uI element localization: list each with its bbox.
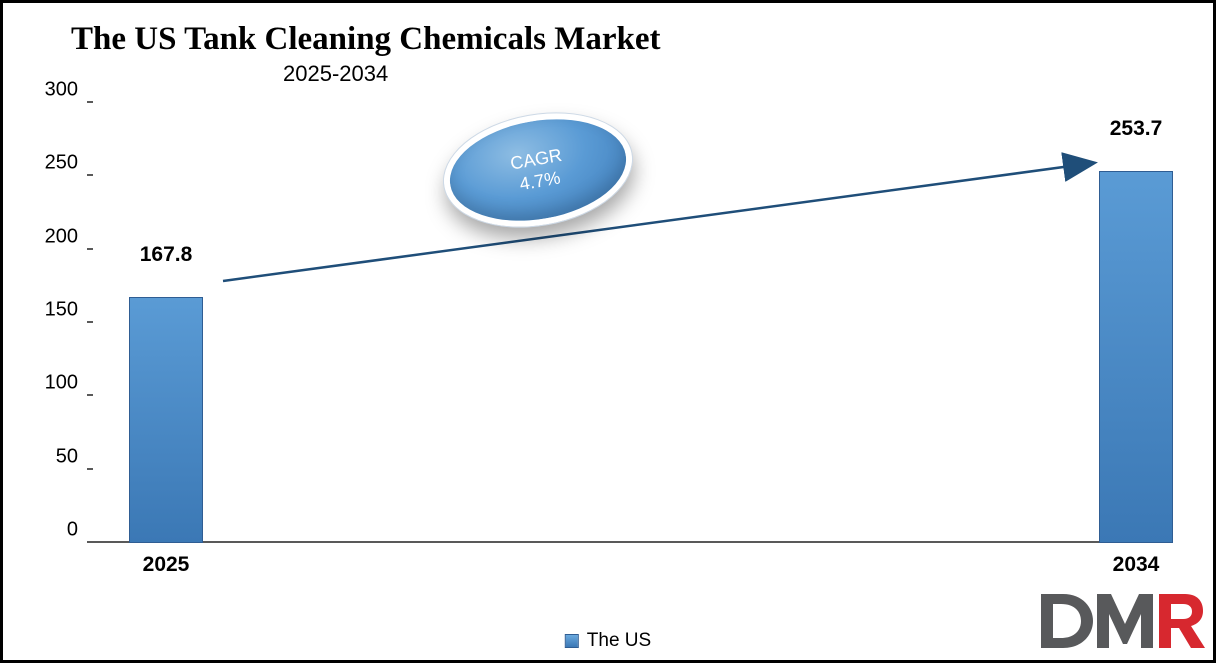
ytick-mark [87,248,93,250]
x-axis-line [93,541,1173,543]
ytick-50: 50 [18,446,78,469]
legend: The US [565,630,651,652]
ytick-mark [87,394,93,396]
ytick-300: 300 [18,79,78,102]
ytick-150: 150 [18,299,78,322]
ytick-mark [87,174,93,176]
ytick-mark [87,468,93,470]
ytick-0: 0 [18,519,78,542]
ytick-mark [87,321,93,323]
chart-frame: The US Tank Cleaning Chemicals Market 20… [0,0,1216,663]
ytick-mark [87,101,93,103]
ytick-250: 250 [18,152,78,175]
legend-label: The US [587,630,651,652]
trend-arrow [93,103,1173,543]
plot-area: 0 50 100 150 200 250 300 167.8 253.7 [93,103,1173,543]
category-label-2025: 2025 [143,553,190,577]
legend-swatch [565,634,579,648]
chart-title: The US Tank Cleaning Chemicals Market [71,21,661,58]
bar-label-2034: 253.7 [1110,117,1163,141]
bar-label-2025: 167.8 [140,243,193,267]
dmr-logo [1037,586,1207,656]
bar-2034 [1099,171,1173,543]
chart-subtitle: 2025-2034 [283,61,388,87]
bar-2025 [129,297,203,543]
ytick-100: 100 [18,372,78,395]
ytick-200: 200 [18,226,78,249]
category-label-2034: 2034 [1113,553,1160,577]
